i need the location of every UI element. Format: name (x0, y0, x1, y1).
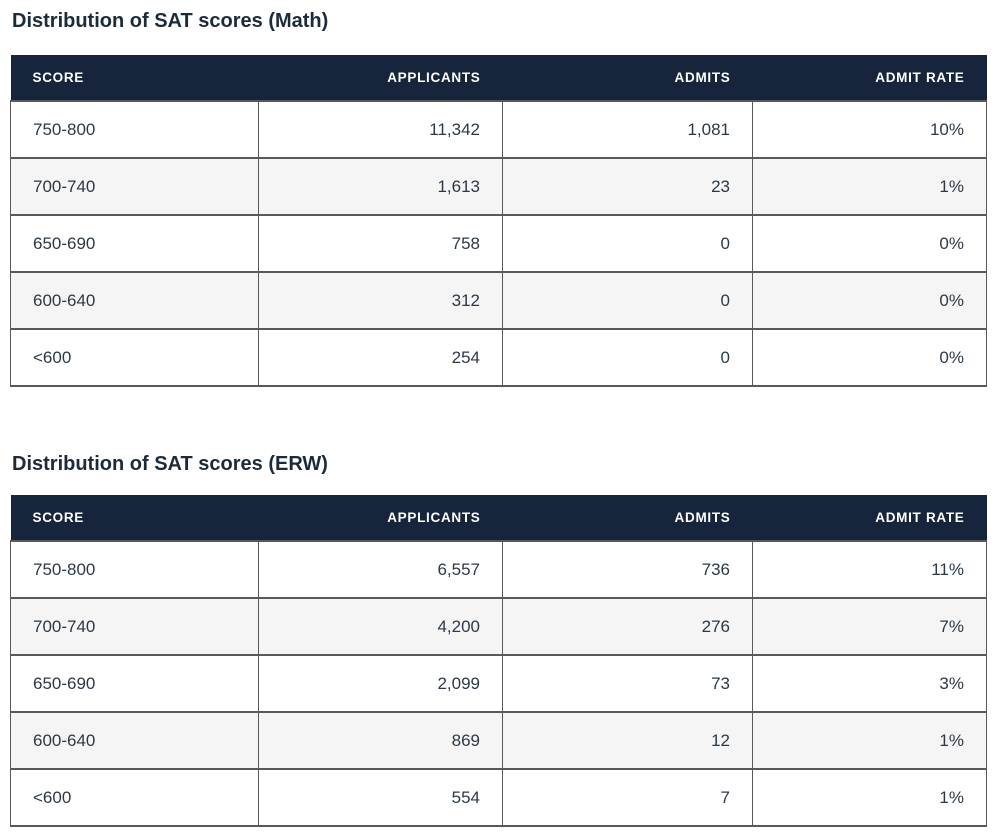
column-header-score: SCORE (10, 495, 259, 541)
table-row: 650-690 758 0 0% (10, 214, 987, 272)
table-row: 600-640 869 12 1% (10, 711, 987, 769)
cell-applicants: 6,557 (258, 540, 503, 598)
table-row: 750-800 6,557 736 11% (10, 540, 987, 598)
cell-admit-rate: 1% (752, 157, 987, 215)
cell-score: 750-800 (10, 540, 259, 598)
cell-admits: 23 (502, 157, 753, 215)
column-header-admit-rate: ADMIT RATE (752, 55, 987, 101)
cell-applicants: 2,099 (258, 654, 503, 712)
cell-score: 750-800 (10, 100, 259, 158)
column-header-admits: ADMITS (502, 495, 753, 541)
sat-erw-table: SCORE APPLICANTS ADMITS ADMIT RATE 750-8… (10, 495, 987, 827)
cell-score: 650-690 (10, 654, 259, 712)
cell-admit-rate: 11% (752, 540, 987, 598)
cell-admit-rate: 0% (752, 328, 987, 387)
cell-score: 700-740 (10, 597, 259, 655)
cell-applicants: 312 (258, 271, 503, 329)
cell-admit-rate: 0% (752, 271, 987, 329)
cell-applicants: 254 (258, 328, 503, 387)
cell-admit-rate: 1% (752, 768, 987, 827)
cell-score: 600-640 (10, 711, 259, 769)
sat-math-table: SCORE APPLICANTS ADMITS ADMIT RATE 750-8… (10, 55, 987, 387)
cell-score: <600 (10, 768, 259, 827)
cell-admits: 276 (502, 597, 753, 655)
header-row: SCORE APPLICANTS ADMITS ADMIT RATE (10, 495, 987, 541)
column-header-applicants: APPLICANTS (258, 55, 503, 101)
column-header-admit-rate: ADMIT RATE (752, 495, 987, 541)
sat-erw-title: Distribution of SAT scores (ERW) (12, 453, 328, 475)
cell-applicants: 554 (258, 768, 503, 827)
cell-score: 650-690 (10, 214, 259, 272)
column-header-applicants: APPLICANTS (258, 495, 503, 541)
cell-admits: 12 (502, 711, 753, 769)
table-row: 750-800 11,342 1,081 10% (10, 100, 987, 158)
cell-applicants: 758 (258, 214, 503, 272)
header-row: SCORE APPLICANTS ADMITS ADMIT RATE (10, 55, 987, 101)
cell-applicants: 11,342 (258, 100, 503, 158)
cell-admits: 0 (502, 214, 753, 272)
cell-admits: 7 (502, 768, 753, 827)
cell-admit-rate: 1% (752, 711, 987, 769)
cell-admit-rate: 0% (752, 214, 987, 272)
cell-applicants: 4,200 (258, 597, 503, 655)
table-row: 600-640 312 0 0% (10, 271, 987, 329)
cell-admit-rate: 7% (752, 597, 987, 655)
cell-admit-rate: 10% (752, 100, 987, 158)
cell-score: 700-740 (10, 157, 259, 215)
table-row: <600 554 7 1% (10, 768, 987, 827)
cell-admits: 736 (502, 540, 753, 598)
sat-math-section: Distribution of SAT scores (Math) SCORE … (10, 8, 987, 387)
cell-admits: 0 (502, 328, 753, 387)
sat-math-title: Distribution of SAT scores (Math) (12, 10, 329, 32)
cell-admit-rate: 3% (752, 654, 987, 712)
sat-erw-section: Distribution of SAT scores (ERW) SCORE A… (10, 451, 987, 827)
table-row: 700-740 1,613 23 1% (10, 157, 987, 215)
cell-applicants: 869 (258, 711, 503, 769)
column-header-admits: ADMITS (502, 55, 753, 101)
cell-admits: 73 (502, 654, 753, 712)
table-row: 700-740 4,200 276 7% (10, 597, 987, 655)
cell-admits: 1,081 (502, 100, 753, 158)
column-header-score: SCORE (10, 55, 259, 101)
cell-applicants: 1,613 (258, 157, 503, 215)
table-row: <600 254 0 0% (10, 328, 987, 387)
cell-admits: 0 (502, 271, 753, 329)
cell-score: 600-640 (10, 271, 259, 329)
table-row: 650-690 2,099 73 3% (10, 654, 987, 712)
cell-score: <600 (10, 328, 259, 387)
